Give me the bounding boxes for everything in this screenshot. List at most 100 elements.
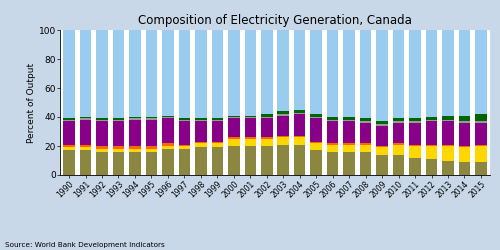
Bar <box>426 144 438 146</box>
Bar <box>212 118 223 120</box>
Bar <box>310 114 322 117</box>
Bar <box>112 120 124 121</box>
Bar <box>458 148 470 162</box>
Bar <box>80 118 92 120</box>
Bar <box>278 116 289 136</box>
Bar <box>129 146 140 149</box>
Bar <box>344 30 355 117</box>
Bar <box>393 121 404 123</box>
Bar <box>376 124 388 126</box>
Bar <box>327 144 338 152</box>
Bar <box>426 159 438 175</box>
Bar <box>294 136 306 137</box>
Bar <box>162 117 173 118</box>
Bar <box>261 118 272 137</box>
Bar <box>294 110 306 113</box>
Bar <box>278 137 289 144</box>
Bar <box>458 116 470 121</box>
Bar <box>310 117 322 118</box>
Bar <box>228 118 239 137</box>
Bar <box>294 114 306 136</box>
Bar <box>112 146 124 149</box>
Bar <box>162 143 173 146</box>
Bar <box>228 116 239 117</box>
Bar <box>475 123 486 144</box>
Bar <box>129 149 140 152</box>
Bar <box>162 149 173 175</box>
Bar <box>162 30 173 116</box>
Bar <box>310 143 322 150</box>
Bar <box>129 120 140 146</box>
Bar <box>410 121 421 123</box>
Bar <box>178 121 190 144</box>
Bar <box>96 121 108 146</box>
Bar <box>344 120 355 121</box>
Bar <box>410 158 421 175</box>
Bar <box>327 143 338 144</box>
Bar <box>195 118 206 120</box>
Bar <box>310 150 322 175</box>
Bar <box>442 160 454 175</box>
Bar <box>294 113 306 114</box>
Bar <box>195 142 206 143</box>
Bar <box>294 30 306 110</box>
Bar <box>129 118 140 120</box>
Bar <box>393 155 404 175</box>
Bar <box>344 144 355 152</box>
Bar <box>80 148 92 150</box>
Bar <box>64 144 75 148</box>
Bar <box>112 152 124 175</box>
Bar <box>393 123 404 143</box>
Bar <box>162 116 173 117</box>
Bar <box>80 120 92 144</box>
Bar <box>228 117 239 118</box>
Bar <box>112 149 124 152</box>
Title: Composition of Electricity Generation, Canada: Composition of Electricity Generation, C… <box>138 14 412 28</box>
Bar <box>178 120 190 121</box>
Bar <box>410 118 421 121</box>
Bar <box>458 123 470 146</box>
Bar <box>344 117 355 120</box>
Bar <box>212 142 223 143</box>
Bar <box>162 118 173 143</box>
Bar <box>178 149 190 175</box>
Bar <box>376 148 388 155</box>
Bar <box>310 30 322 114</box>
Bar <box>80 144 92 148</box>
Bar <box>195 30 206 118</box>
Bar <box>228 139 239 146</box>
Bar <box>278 144 289 175</box>
Bar <box>96 152 108 175</box>
Bar <box>244 30 256 116</box>
Bar <box>376 30 388 121</box>
Bar <box>360 30 372 118</box>
Bar <box>376 121 388 124</box>
Bar <box>178 146 190 149</box>
Bar <box>426 121 438 144</box>
Bar <box>360 118 372 121</box>
Bar <box>261 30 272 114</box>
Bar <box>475 30 486 114</box>
Bar <box>294 137 306 144</box>
Bar <box>442 121 454 144</box>
Bar <box>360 144 372 152</box>
Bar <box>261 146 272 175</box>
Bar <box>410 123 421 144</box>
Bar <box>458 162 470 175</box>
Bar <box>360 143 372 144</box>
Bar <box>393 30 404 118</box>
Bar <box>344 143 355 144</box>
Bar <box>129 117 140 118</box>
Bar <box>112 121 124 146</box>
Bar <box>162 146 173 149</box>
Bar <box>146 117 157 118</box>
Bar <box>278 136 289 137</box>
Bar <box>212 148 223 175</box>
Bar <box>360 121 372 123</box>
Bar <box>178 118 190 120</box>
Bar <box>96 146 108 149</box>
Bar <box>294 144 306 175</box>
Bar <box>178 30 190 118</box>
Bar <box>327 121 338 143</box>
Bar <box>261 139 272 146</box>
